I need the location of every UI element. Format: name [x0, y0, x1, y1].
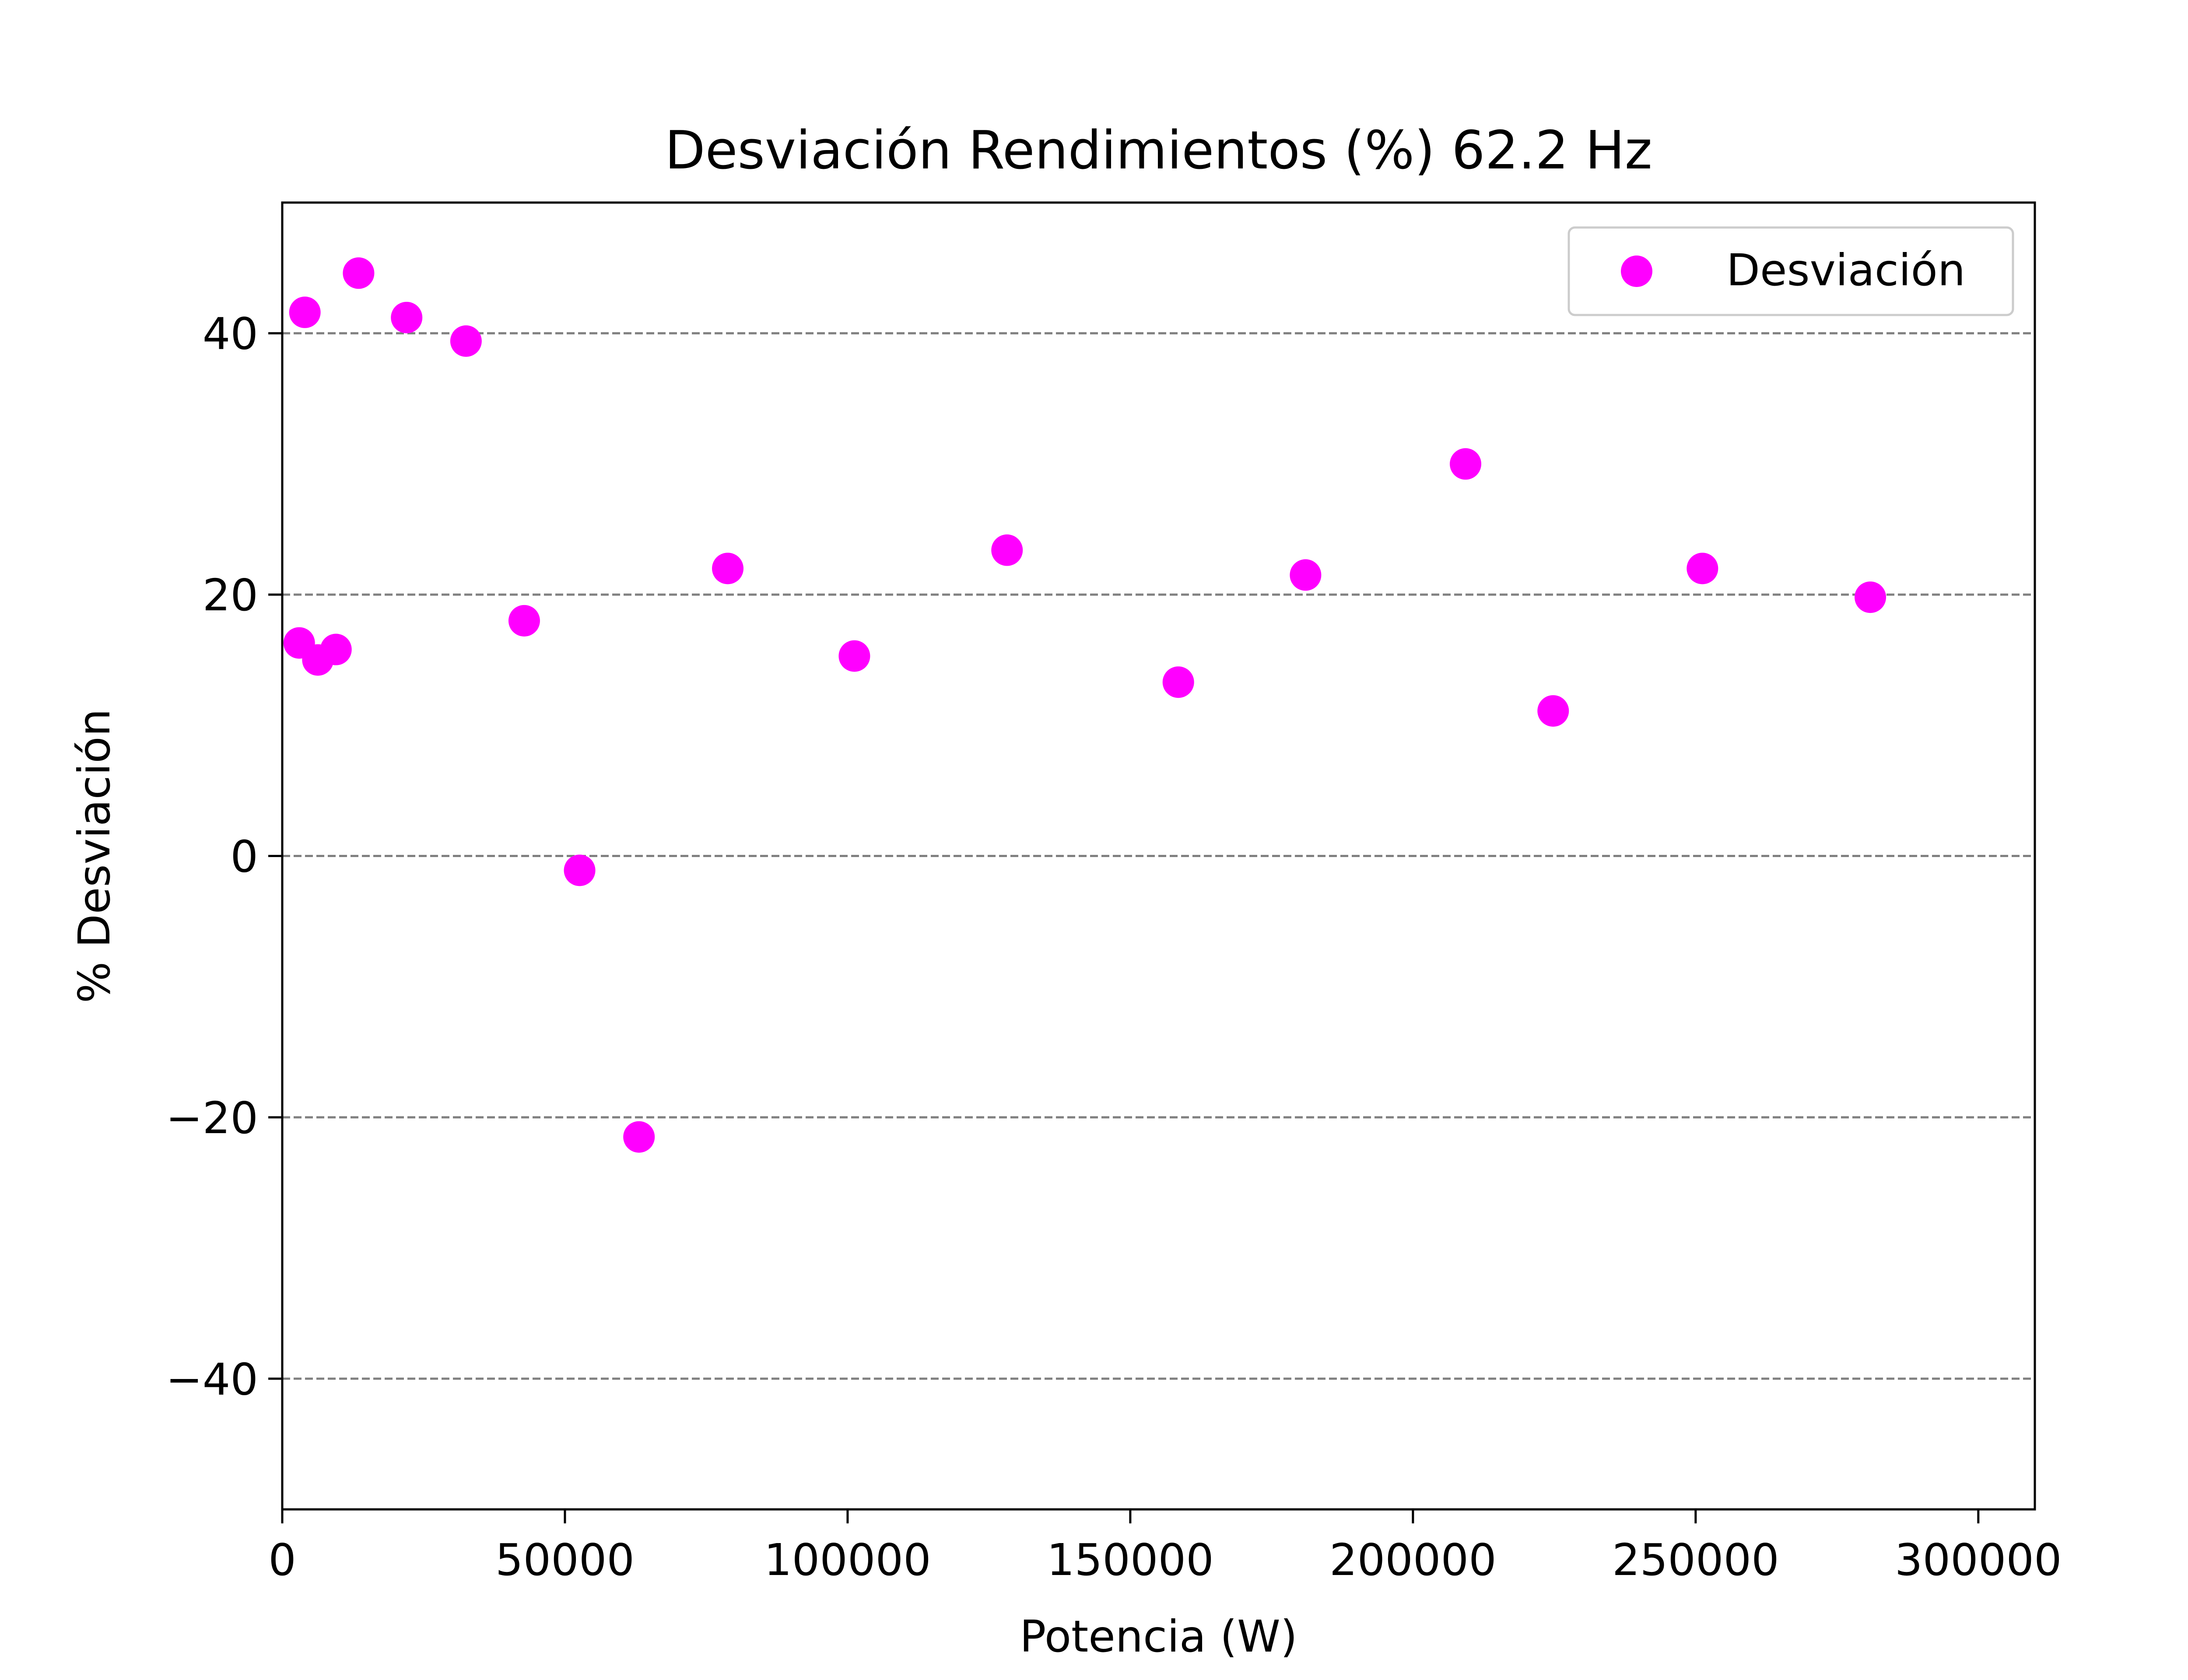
data-point	[320, 634, 352, 665]
data-point	[838, 640, 870, 672]
legend-box	[1567, 226, 2014, 316]
data-point	[1537, 695, 1569, 727]
y-tick-label: −20	[166, 1092, 258, 1144]
x-axis-label: Potencia (W)	[1020, 1611, 1297, 1662]
data-point	[391, 301, 423, 333]
x-tick-label: 50000	[495, 1534, 635, 1586]
x-tick-label: 0	[268, 1534, 296, 1586]
y-tick-label: 40	[203, 308, 258, 360]
data-point	[450, 325, 482, 357]
data-point	[1162, 666, 1194, 698]
x-axis-ticks: 0 50000 100000 150000 200000 250000 300000	[268, 1509, 2062, 1586]
y-tick-label: 20	[203, 570, 258, 621]
data-point	[991, 534, 1023, 566]
data-point	[1855, 581, 1886, 613]
x-tick-label: 300000	[1895, 1534, 2062, 1586]
x-tick-label: 200000	[1329, 1534, 1497, 1586]
x-tick-label: 150000	[1047, 1534, 1214, 1586]
x-tick-label: 250000	[1612, 1534, 1779, 1586]
data-point	[1687, 553, 1718, 584]
y-tick-label: −40	[166, 1354, 258, 1405]
data-point	[1290, 559, 1322, 591]
legend: Desviación	[1567, 226, 2014, 316]
data-points	[283, 257, 1886, 1153]
data-point	[1450, 448, 1482, 480]
data-point	[712, 553, 744, 584]
y-axis-label: % Desviación	[69, 709, 120, 1003]
data-point	[508, 605, 540, 637]
chart-title: Desviación Rendimientos (%) 62.2 Hz	[665, 120, 1652, 181]
legend-label: Desviación	[1726, 245, 1965, 296]
y-axis-ticks: −40 −20 0 20 40	[166, 308, 282, 1405]
data-point	[343, 257, 375, 289]
data-point	[564, 854, 596, 886]
y-tick-label: 0	[230, 831, 258, 882]
data-point	[623, 1121, 655, 1153]
x-tick-label: 100000	[764, 1534, 931, 1586]
data-point	[289, 296, 321, 328]
legend-marker	[1621, 256, 1652, 287]
